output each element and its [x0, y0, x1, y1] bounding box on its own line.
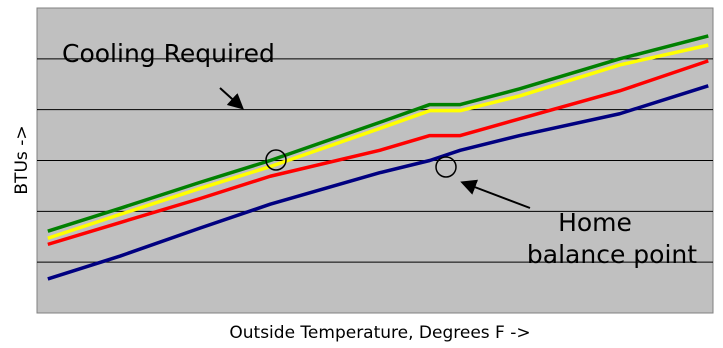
annotation: Cooling Required [62, 39, 275, 68]
series-line [47, 43, 709, 240]
annotation: Home [558, 208, 632, 237]
series-line [47, 34, 709, 233]
arrow [460, 179, 531, 209]
y-axis-label: BTUs -> [12, 125, 32, 194]
marker-circle [265, 149, 287, 171]
arrow [219, 87, 244, 110]
annotation: balance point [527, 240, 697, 269]
series-line [47, 84, 709, 281]
x-axis-label: Outside Temperature, Degrees F -> [229, 323, 530, 343]
marker-circle [435, 156, 457, 178]
series-line [47, 59, 709, 247]
